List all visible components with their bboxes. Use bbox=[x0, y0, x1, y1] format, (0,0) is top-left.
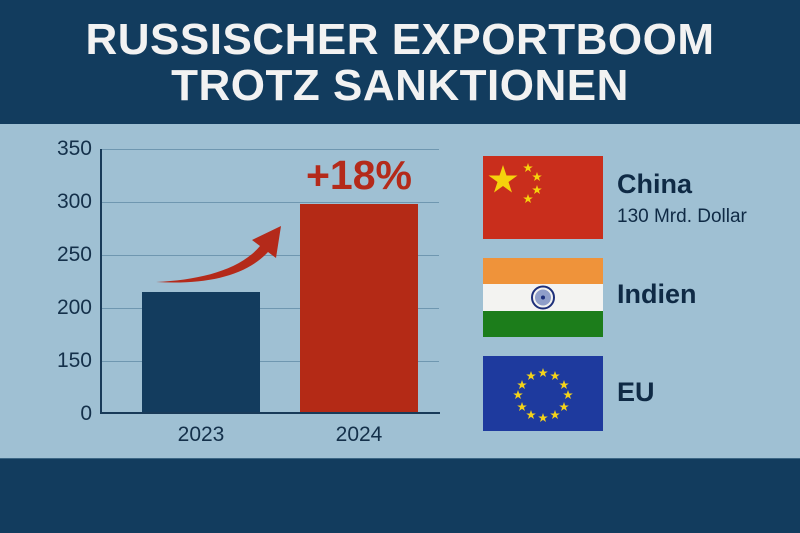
x-axis bbox=[100, 412, 440, 414]
y-tick-label: 250 bbox=[56, 243, 92, 266]
gridline-300 bbox=[101, 202, 439, 203]
title-line-2: TROTZ SANKTIONEN bbox=[171, 61, 629, 110]
legend-label-eu: EU bbox=[617, 377, 655, 407]
legend-label-india: Indien bbox=[617, 279, 697, 309]
y-tick-label: 350 bbox=[56, 137, 92, 160]
y-axis bbox=[100, 149, 102, 414]
eu-flag-icon bbox=[483, 356, 603, 431]
y-tick-label: 300 bbox=[56, 190, 92, 213]
legend-label-china: China bbox=[617, 169, 693, 199]
x-label-2023: 2023 bbox=[177, 423, 225, 446]
x-label-2024: 2024 bbox=[335, 423, 383, 446]
header-banner: RUSSISCHER EXPORTBOOM TROTZ SANKTIONEN bbox=[0, 0, 800, 124]
gridline-200 bbox=[101, 308, 439, 309]
china-flag-icon bbox=[483, 156, 603, 239]
title-line-1: RUSSISCHER EXPORTBOOM bbox=[85, 15, 715, 64]
legend-value-china: 130 Mrd. Dollar bbox=[617, 206, 747, 227]
y-tick-label: 0 bbox=[80, 402, 92, 425]
footer-band bbox=[0, 460, 800, 533]
bar-2024 bbox=[300, 204, 418, 413]
y-tick-label: 150 bbox=[56, 349, 92, 372]
gridline-350 bbox=[101, 149, 439, 150]
bar-2023 bbox=[142, 292, 260, 413]
india-flag-icon bbox=[483, 258, 603, 337]
y-tick-label: 200 bbox=[56, 296, 92, 319]
gridline-250 bbox=[101, 255, 439, 256]
growth-arrow-icon bbox=[156, 226, 281, 283]
growth-percentage-label: +18% bbox=[305, 152, 412, 198]
gridline-150 bbox=[101, 361, 439, 362]
